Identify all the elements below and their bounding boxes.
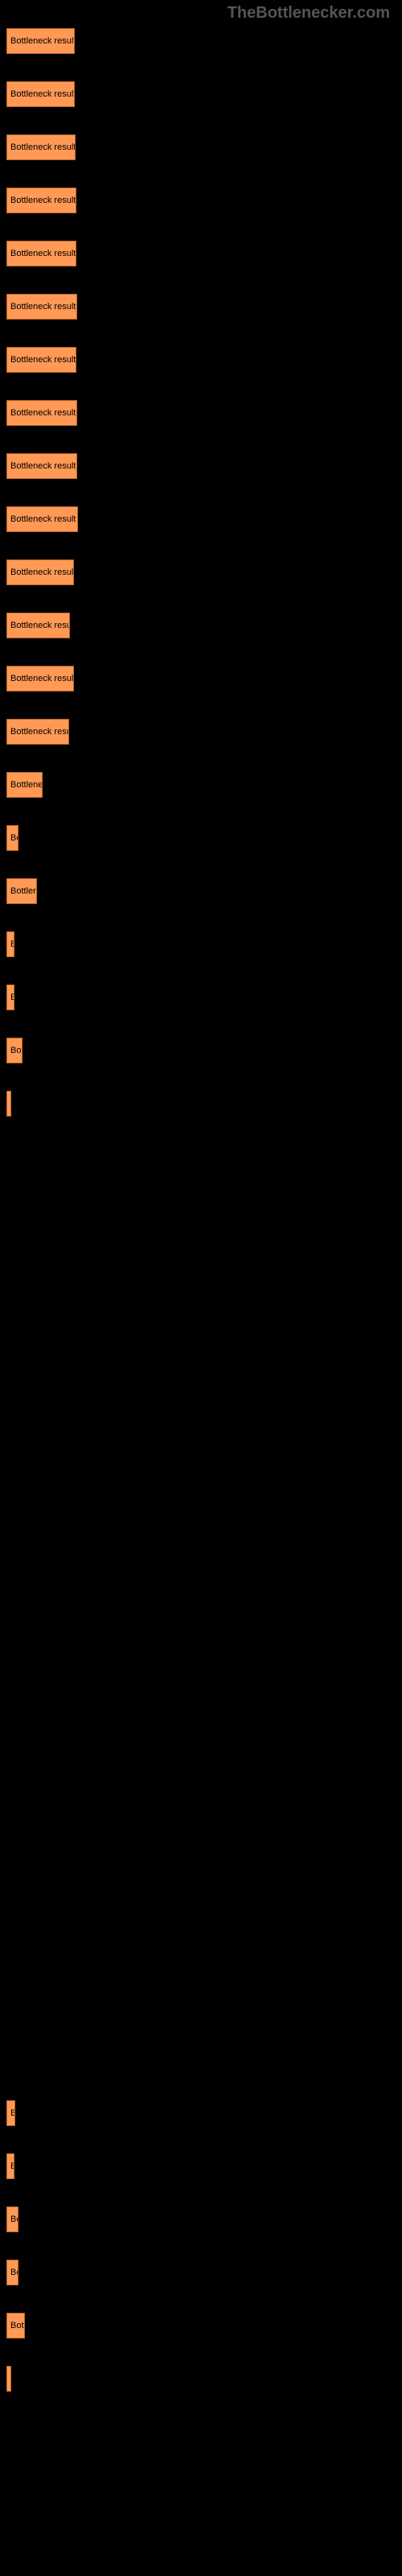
bar-row: Bottleneck result <box>6 2153 402 2179</box>
bar-row <box>6 1516 402 1542</box>
bar-row <box>6 1569 402 1595</box>
bar-row: Bottleneck result <box>6 2313 402 2339</box>
bar-row: Bottleneck result <box>6 241 402 266</box>
bar-row: Bottleneck result <box>6 347 402 373</box>
bar: Bottleneck result <box>6 453 77 479</box>
bar-row: Bottleneck result <box>6 2207 402 2232</box>
bar-row <box>6 1197 402 1223</box>
bar: Bottleneck result <box>6 613 70 638</box>
bar-row: Bottleneck result <box>6 294 402 320</box>
bar-row: Bottleneck result <box>6 2366 402 2392</box>
chart-container: Bottleneck result Bottleneck result Bottle… <box>0 0 402 2392</box>
bar-row <box>6 1410 402 1435</box>
bar: Bottleneck result <box>6 2207 18 2232</box>
bar: Bottleneck result <box>6 2313 25 2339</box>
bar: Bottleneck result <box>6 294 77 320</box>
bar: Bottleneck result <box>6 400 77 426</box>
bar: Bottleneck result <box>6 1038 23 1063</box>
bar-row <box>6 1250 402 1276</box>
bar: Bottleneck result <box>6 825 18 851</box>
bar-row <box>6 1941 402 1967</box>
bar-row <box>6 1463 402 1488</box>
watermark: TheBottlenecker.com <box>228 4 390 23</box>
bar-row: Bottleneck result <box>6 666 402 691</box>
bar: Bottleneck result <box>6 28 75 54</box>
bar-row <box>6 1303 402 1329</box>
bar-row: Bottleneck result <box>6 506 402 532</box>
bar-row <box>6 1835 402 1860</box>
bar-row: Bottleneck result <box>6 1091 402 1117</box>
bar-row: Bottleneck result <box>6 772 402 798</box>
bar-row: Bottleneck result <box>6 825 402 851</box>
bar-row: Bottleneck result <box>6 878 402 904</box>
bar-row <box>6 1675 402 1701</box>
bar: Bottleneck result <box>6 134 76 160</box>
bar: Bottleneck result <box>6 241 76 266</box>
bar-row <box>6 1888 402 1913</box>
bar-row: Bottleneck result <box>6 2260 402 2285</box>
bar-row: Bottleneck result <box>6 188 402 213</box>
bar-row: Bottleneck result <box>6 931 402 957</box>
bar: Bottleneck result <box>6 2153 14 2179</box>
bar: Bottleneck result <box>6 188 76 213</box>
bar: Bottleneck result <box>6 1091 11 1117</box>
bar: Bottleneck result <box>6 719 69 745</box>
bar-row <box>6 2047 402 2073</box>
bar-row <box>6 1994 402 2020</box>
bar-row <box>6 1356 402 1382</box>
bar: Bottleneck result <box>6 2100 15 2126</box>
bar: Bottleneck result <box>6 347 76 373</box>
bar-row: Bottleneck result <box>6 719 402 745</box>
bar-row: Bottleneck result <box>6 2100 402 2126</box>
bar-row <box>6 1144 402 1170</box>
bar: Bottleneck result <box>6 2366 11 2392</box>
bar-row: Bottleneck result <box>6 613 402 638</box>
bar: Bottleneck result <box>6 666 74 691</box>
bar-row: Bottleneck result <box>6 28 402 54</box>
bar: Bottleneck result <box>6 878 37 904</box>
bar: Bottleneck result <box>6 559 74 585</box>
bar-row <box>6 1728 402 1754</box>
bar: Bottleneck result <box>6 985 14 1010</box>
bar-row: Bottleneck result <box>6 400 402 426</box>
bar-row: Bottleneck result <box>6 1038 402 1063</box>
bar-row: Bottleneck result <box>6 559 402 585</box>
bar: Bottleneck result <box>6 2260 18 2285</box>
bar: Bottleneck result <box>6 506 78 532</box>
bar-row <box>6 1781 402 1807</box>
bar-row <box>6 1622 402 1648</box>
bar-row: Bottleneck result <box>6 134 402 160</box>
bar: Bottleneck result <box>6 772 43 798</box>
bar-row: Bottleneck result <box>6 985 402 1010</box>
bar-row: Bottleneck result <box>6 453 402 479</box>
bar: Bottleneck result <box>6 81 75 107</box>
bar: Bottleneck result <box>6 931 14 957</box>
bar-row: Bottleneck result <box>6 81 402 107</box>
